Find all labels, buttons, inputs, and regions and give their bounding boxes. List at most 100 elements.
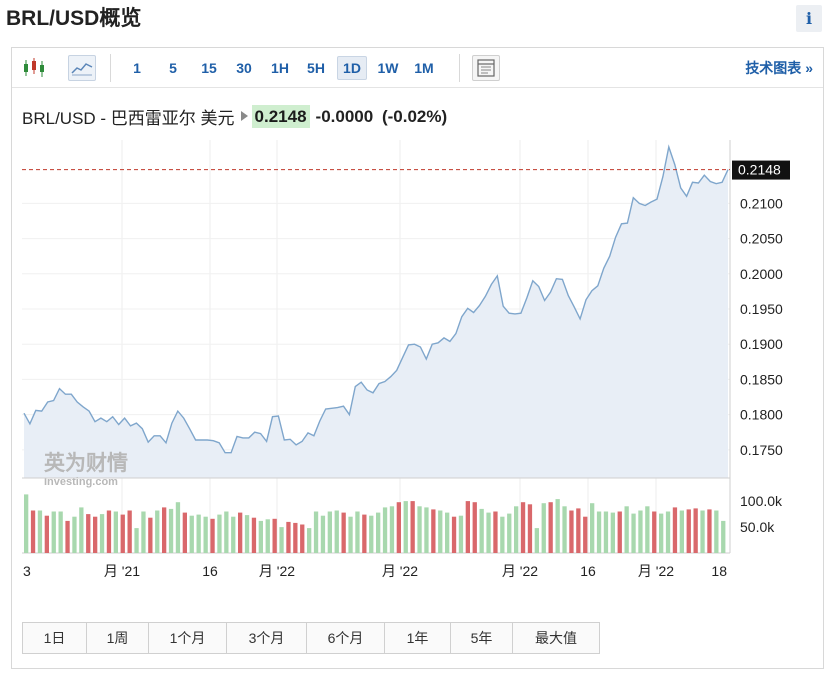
volume-bar bbox=[224, 511, 229, 553]
technical-chart-link[interactable]: 技术图表 » bbox=[745, 60, 813, 76]
volume-bar bbox=[445, 512, 450, 553]
volume-bar bbox=[714, 510, 719, 553]
info-button[interactable]: i bbox=[796, 5, 822, 32]
area-chart-icon[interactable] bbox=[68, 55, 96, 81]
volume-bar bbox=[203, 516, 208, 553]
layout-settings-icon[interactable] bbox=[472, 55, 500, 81]
range-1d[interactable]: 1日 bbox=[23, 623, 87, 653]
range-selector: 1日 1周 1个月 3个月 6个月 1年 5年 最大值 bbox=[22, 622, 600, 654]
volume-bar bbox=[300, 524, 305, 553]
volume-bar bbox=[555, 499, 560, 553]
volume-bar bbox=[141, 511, 146, 553]
range-max[interactable]: 最大值 bbox=[513, 623, 599, 653]
x-tick-label: 16 bbox=[580, 563, 596, 579]
volume-bar bbox=[279, 527, 284, 553]
volume-bar bbox=[382, 507, 388, 553]
volume-bar bbox=[286, 521, 291, 553]
range-5y[interactable]: 5年 bbox=[451, 623, 513, 653]
volume-bar bbox=[258, 520, 263, 553]
volume-bar bbox=[389, 506, 395, 553]
watermark-en: Investing.com bbox=[44, 476, 118, 488]
range-3m[interactable]: 3个月 bbox=[227, 623, 307, 653]
volume-bar bbox=[182, 512, 187, 553]
volume-bar bbox=[541, 503, 546, 553]
pair-name: BRL/USD - 巴西雷亚尔 美元 bbox=[22, 109, 235, 128]
volume-bar bbox=[659, 513, 664, 553]
volume-bar bbox=[251, 517, 257, 553]
volume-bar bbox=[631, 513, 636, 553]
interval-1w[interactable]: 1W bbox=[377, 60, 399, 76]
volume-bar bbox=[238, 512, 243, 553]
volume-bar bbox=[320, 515, 326, 553]
x-tick-label: 月 '22 bbox=[502, 563, 538, 579]
volume-bar bbox=[196, 514, 201, 553]
volume-bar bbox=[479, 508, 484, 553]
volume-bar bbox=[472, 502, 477, 553]
volume-bar bbox=[307, 528, 312, 553]
volume-bar bbox=[334, 510, 339, 553]
volume-bar bbox=[610, 512, 615, 553]
candlestick-icon[interactable] bbox=[20, 55, 48, 81]
volume-bar bbox=[348, 516, 353, 553]
range-1w[interactable]: 1周 bbox=[87, 623, 149, 653]
volume-bar bbox=[417, 506, 422, 553]
interval-1d[interactable]: 1D bbox=[337, 56, 367, 80]
volume-bar bbox=[362, 514, 367, 553]
price-line bbox=[23, 144, 729, 454]
volume-bar bbox=[514, 506, 519, 553]
volume-bar bbox=[424, 507, 429, 553]
volume-bar bbox=[693, 508, 698, 553]
y-tick-label: 0.1850 bbox=[740, 371, 783, 387]
volume-bar bbox=[162, 507, 167, 553]
volume-bar bbox=[313, 511, 319, 553]
volume-bar bbox=[148, 517, 153, 553]
volume-bar bbox=[624, 506, 629, 553]
volume-bar bbox=[293, 522, 298, 553]
volume-bar bbox=[431, 509, 436, 553]
volume-bar bbox=[155, 510, 160, 553]
volume-bar bbox=[465, 501, 470, 553]
interval-15[interactable]: 15 bbox=[201, 60, 217, 76]
volume-bar bbox=[458, 515, 464, 553]
volume-bar bbox=[58, 511, 63, 553]
volume-bar bbox=[410, 501, 415, 553]
interval-5h[interactable]: 5H bbox=[307, 60, 325, 76]
volume-bar bbox=[527, 504, 533, 553]
volume-bar bbox=[721, 520, 726, 553]
interval-1[interactable]: 1 bbox=[133, 60, 141, 76]
volume-bar bbox=[265, 519, 270, 553]
volume-bar bbox=[376, 512, 381, 553]
x-tick-label: 月 '22 bbox=[638, 563, 674, 579]
y-tick-label: 0.1800 bbox=[740, 407, 783, 423]
interval-1h[interactable]: 1H bbox=[271, 60, 289, 76]
volume-bar bbox=[189, 515, 194, 553]
interval-30[interactable]: 30 bbox=[236, 60, 252, 76]
volume-bar bbox=[244, 515, 250, 553]
volume-bar bbox=[451, 516, 457, 553]
range-1m[interactable]: 1个月 bbox=[149, 623, 227, 653]
volume-bar bbox=[534, 528, 539, 553]
volume-bar bbox=[672, 507, 678, 553]
volume-bar bbox=[486, 512, 491, 553]
volume-bar bbox=[30, 510, 36, 553]
y-tick-label: 0.2050 bbox=[740, 231, 783, 247]
volume-bar bbox=[175, 502, 181, 553]
volume-bar bbox=[44, 515, 49, 553]
volume-bar bbox=[438, 510, 443, 553]
interval-5[interactable]: 5 bbox=[169, 60, 177, 76]
x-tick-label: 18 bbox=[711, 563, 727, 579]
range-1y[interactable]: 1年 bbox=[385, 623, 451, 653]
range-6m[interactable]: 6个月 bbox=[307, 623, 385, 653]
volume-bar bbox=[168, 508, 174, 553]
price-change: -0.0000 bbox=[315, 106, 374, 126]
volume-bar bbox=[638, 510, 643, 553]
watermark-cn: 英为财情 bbox=[44, 451, 128, 475]
volume-bar bbox=[562, 506, 567, 553]
volume-bar bbox=[369, 515, 374, 553]
volume-bar bbox=[355, 511, 360, 553]
x-tick-label: 16 bbox=[202, 563, 218, 579]
chart-toolbar: 1 5 15 30 1H 5H 1D 1W 1M 技术图表 » bbox=[12, 48, 823, 88]
y-tick-label: 0.1900 bbox=[740, 336, 783, 352]
interval-1m[interactable]: 1M bbox=[414, 60, 434, 76]
